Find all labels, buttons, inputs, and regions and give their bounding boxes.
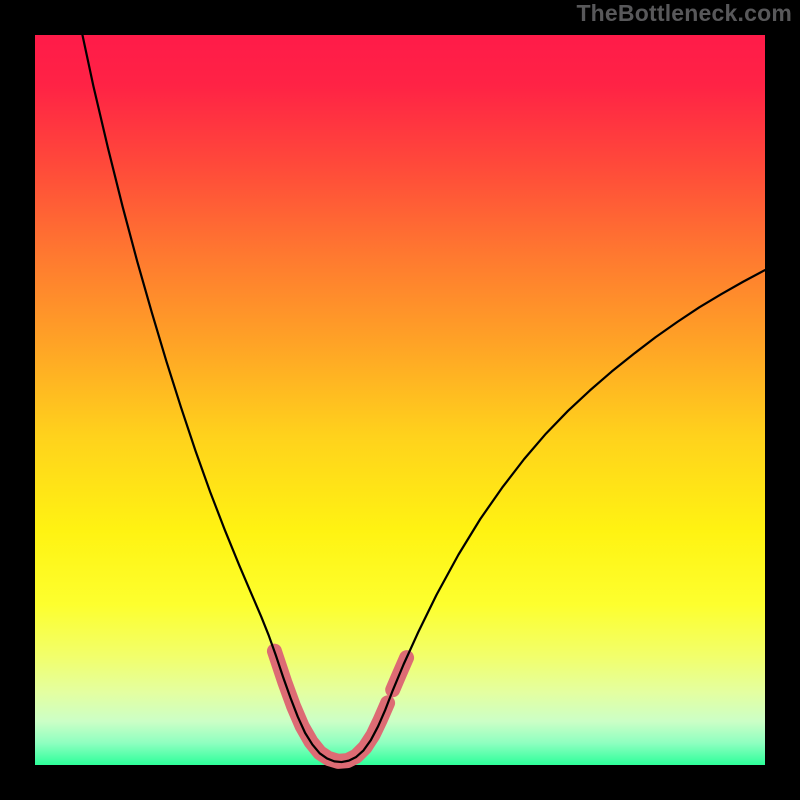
chart-svg bbox=[0, 0, 800, 800]
chart-stage: TheBottleneck.com bbox=[0, 0, 800, 800]
watermark-text: TheBottleneck.com bbox=[576, 0, 792, 27]
